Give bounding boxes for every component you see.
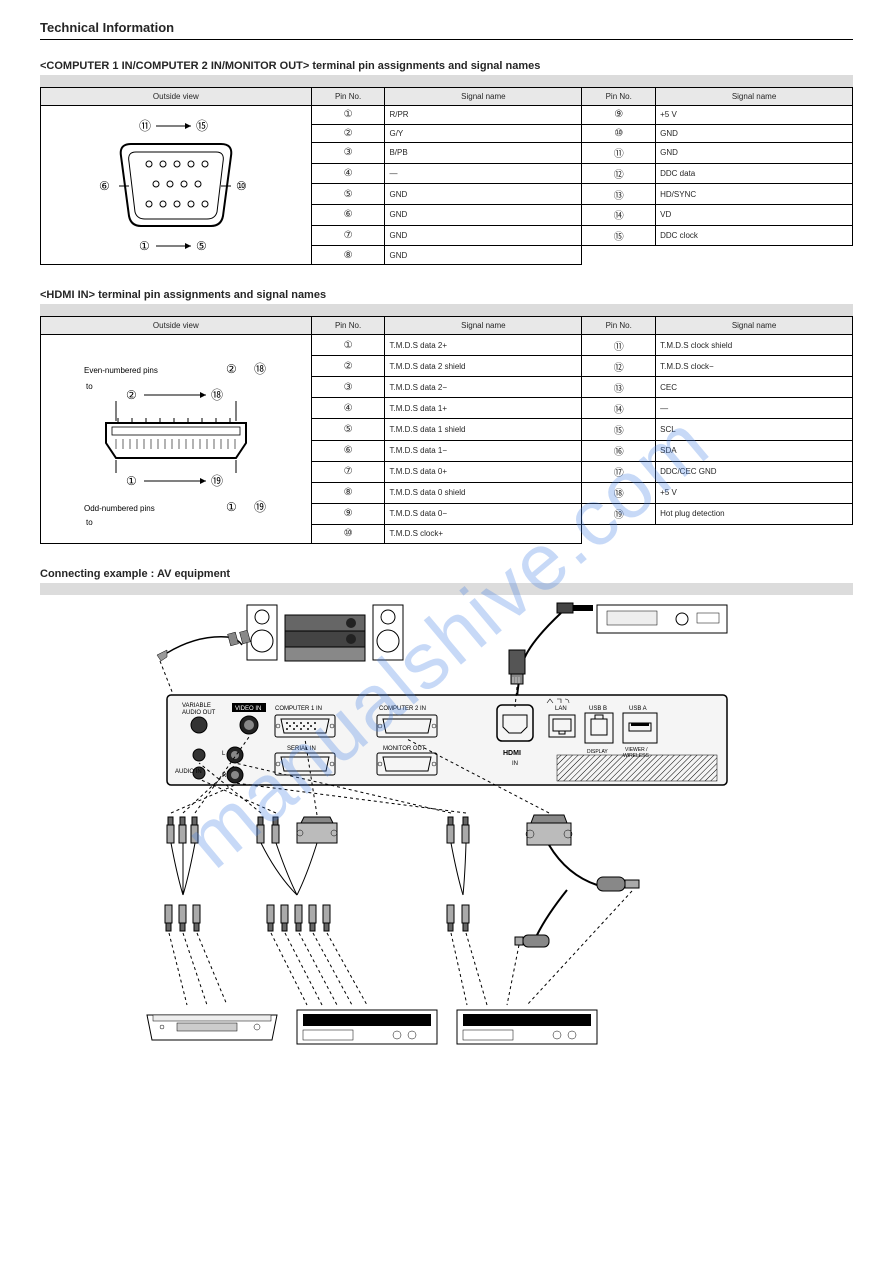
grey-bar-1 (40, 75, 853, 87)
pin-label: ⑮ (196, 119, 208, 133)
pin-label: ⑤ (196, 239, 207, 253)
th-pin1: Pin No. (311, 88, 385, 106)
pin: ⑨ (582, 106, 656, 125)
svg-text:Odd-numbered pins: Odd-numbered pins (84, 504, 155, 513)
pin-label: ① (139, 239, 150, 253)
svg-text:AUDIO OUT: AUDIO OUT (182, 710, 216, 716)
bluray-player-icon (597, 605, 727, 633)
th-outside-view: Outside view (41, 317, 312, 335)
dsub-diagram: ⑪ ⑮ ⑥ ⑩ ① ⑤ (41, 106, 312, 265)
vent-grille (557, 755, 717, 781)
label-var-audio-out: VARIABLE (182, 703, 211, 709)
svg-text:①: ① (126, 474, 137, 488)
svg-text:⑱: ⑱ (254, 362, 266, 376)
table-computer-pins: Outside view Pin No. Signal name Pin No.… (40, 87, 853, 265)
label-usb-a: USB A (629, 706, 647, 712)
label-monitor-out: MONITOR OUT (383, 746, 426, 752)
svg-text:⑱: ⑱ (211, 388, 223, 402)
pin: ① (311, 106, 385, 125)
label-comp2-in: COMPUTER 2 IN (379, 706, 426, 712)
label-audio-in: AUDIO IN (175, 769, 202, 775)
dvd-player-1-icon (147, 1015, 277, 1040)
label-usb-b: USB B (589, 706, 607, 712)
sig: +5 V (656, 106, 853, 125)
vcr-1-icon (297, 1010, 437, 1044)
hdmi-svg: Even-numbered pins ② to ⑱ ② ⑱ (76, 343, 276, 533)
svg-text:②: ② (126, 388, 137, 402)
table-row: Even-numbered pins ②to⑱ ② ⑱ (41, 335, 853, 356)
label-comp1-in: COMPUTER 1 IN (275, 706, 322, 712)
speaker-right-icon (373, 605, 403, 660)
connection-diagram: VARIABLE AUDIO OUT VIDEO IN VIDEO IN COM… (127, 595, 767, 1095)
rca-cable-set-3 (235, 763, 487, 1005)
label-serial-in: SERIAL IN (287, 746, 316, 752)
page-title: Technical Information (40, 20, 853, 35)
section-hdmi-terminal: <HDMI IN> terminal pin assignments and s… (40, 289, 853, 544)
label-display: DISPLAY (587, 749, 608, 755)
dsub-svg: ⑪ ⑮ ⑥ ⑩ ① ⑤ (81, 114, 271, 254)
th-sig2: Signal name (656, 88, 853, 106)
label-hdmi: HDMI (503, 750, 521, 757)
section2-title: <HDMI IN> terminal pin assignments and s… (40, 289, 853, 301)
caption: Even-numbered pins (84, 366, 158, 375)
serial-plug-icon (597, 877, 639, 891)
section1-title: <COMPUTER 1 IN/COMPUTER 2 IN/MONITOR OUT… (40, 60, 853, 72)
hdmi-diagram: Even-numbered pins ② to ⑱ ② ⑱ (41, 335, 312, 544)
table-row: ⑪ ⑮ ⑥ ⑩ ① ⑤ (41, 106, 853, 125)
svg-text:②: ② (226, 362, 237, 376)
svg-text:to: to (86, 518, 93, 527)
svg-text:①: ① (226, 500, 237, 514)
svg-text:⑲: ⑲ (211, 474, 223, 488)
th-outside-view: Outside view (41, 88, 312, 106)
pin-label: ⑪ (139, 119, 151, 133)
section-connecting-example: Connecting example : AV equipment (40, 568, 853, 1095)
svg-text:⑲: ⑲ (254, 500, 266, 514)
table-hdmi-pins: Outside view Pin No. Signal name Pin No.… (40, 316, 853, 544)
speaker-left-icon (247, 605, 277, 660)
port-var-audio-out (191, 717, 207, 733)
svg-text:to: to (86, 382, 93, 391)
dsub-plug-icon (297, 817, 337, 843)
svg-text:VIDEO IN: VIDEO IN (235, 706, 261, 712)
hifi-icon (285, 615, 365, 661)
section-computer-terminal: <COMPUTER 1 IN/COMPUTER 2 IN/MONITOR OUT… (40, 60, 853, 265)
port-audio-in-1 (193, 749, 205, 761)
title-rule (40, 39, 853, 40)
dsub-plug-2-icon (526, 815, 572, 845)
label-lan: LAN (555, 706, 567, 712)
th-pin2: Pin No. (582, 88, 656, 106)
section3-title: Connecting example : AV equipment (40, 568, 853, 580)
th-sig1: Signal name (385, 88, 582, 106)
pin-label: ⑥ (99, 179, 110, 193)
grey-bar-3 (40, 583, 853, 595)
hdmi-cable-icon (509, 603, 593, 700)
vcr-2-icon (457, 1010, 597, 1044)
label-in: IN (512, 761, 518, 767)
sig: R/PR (385, 106, 582, 125)
pin-label: ⑩ (236, 179, 247, 193)
rear-panel: VARIABLE AUDIO OUT VIDEO IN VIDEO IN COM… (167, 695, 727, 785)
grey-bar-2 (40, 304, 853, 316)
